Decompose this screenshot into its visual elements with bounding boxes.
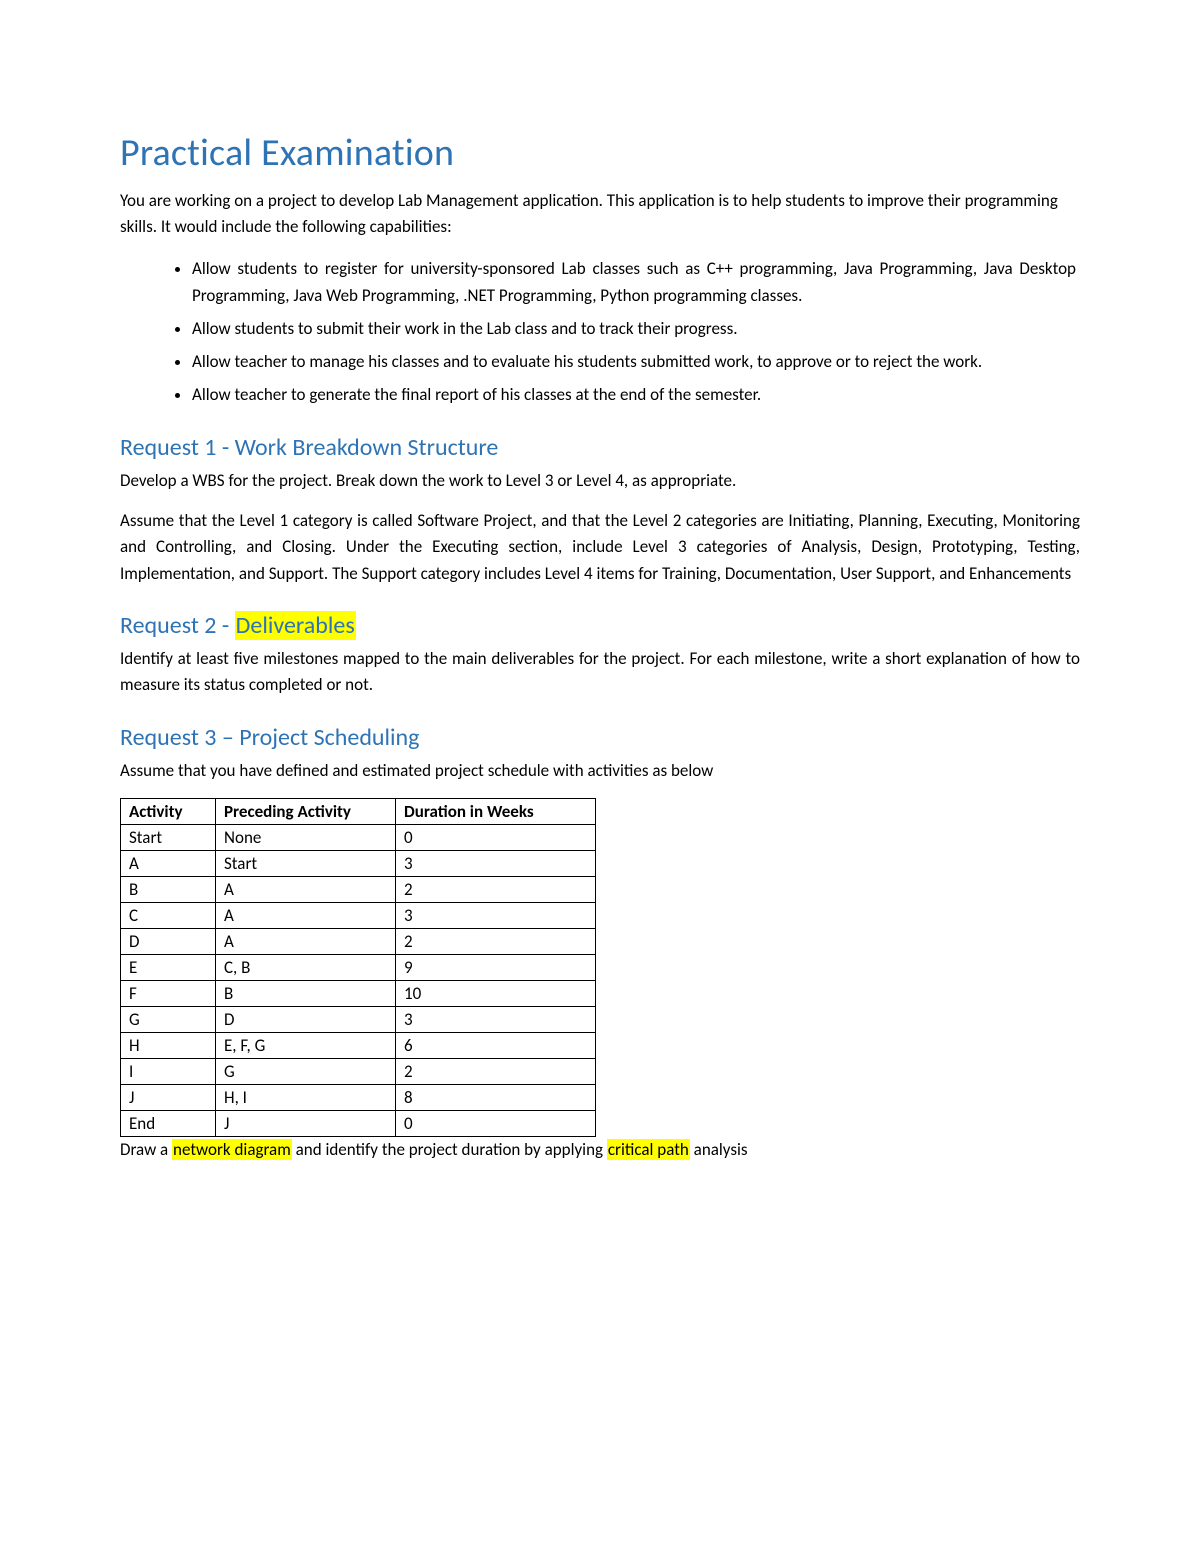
table-row: AStart3 [121,851,596,877]
list-item: Allow teacher to generate the final repo… [192,381,1080,408]
table-cell: 2 [396,1059,596,1085]
table-cell: G [216,1059,396,1085]
table-cell: I [121,1059,216,1085]
table-row: EndJ0 [121,1111,596,1137]
list-item: Allow teacher to manage his classes and … [192,348,1080,375]
table-row: DA2 [121,929,596,955]
table-cell: Start [121,825,216,851]
request1-p1: Develop a WBS for the project. Break dow… [120,468,1080,494]
document-page: Practical Examination You are working on… [0,0,1200,1553]
table-row: StartNone0 [121,825,596,851]
table-row: GD3 [121,1007,596,1033]
intro-paragraph: You are working on a project to develop … [120,188,1080,241]
request2-heading-prefix: Request 2 - [120,611,235,640]
table-cell: 2 [396,877,596,903]
request3-heading: Request 3 – Project Scheduling [120,723,1080,752]
table-cell: End [121,1111,216,1137]
table-row: IG2 [121,1059,596,1085]
table-cell: A [216,877,396,903]
col-preceding: Preceding Activity [216,799,396,825]
request2-heading: Request 2 - Deliverables [120,611,1080,640]
table-cell: F [121,981,216,1007]
capabilities-list: Allow students to register for universit… [120,255,1080,409]
table-cell: C [121,903,216,929]
request3-p1: Assume that you have defined and estimat… [120,758,1080,784]
page-title: Practical Examination [120,130,1080,176]
request3-after: Draw a network diagram and identify the … [120,1139,1080,1160]
table-cell: D [121,929,216,955]
after-highlight-1: network diagram [172,1139,292,1160]
table-row: FB10 [121,981,596,1007]
table-cell: 9 [396,955,596,981]
table-row: HE, F, G6 [121,1033,596,1059]
table-cell: A [216,929,396,955]
table-cell: 0 [396,1111,596,1137]
table-cell: J [216,1111,396,1137]
table-cell: 2 [396,929,596,955]
table-cell: 10 [396,981,596,1007]
table-cell: None [216,825,396,851]
table-cell: A [216,903,396,929]
table-row: BA2 [121,877,596,903]
col-activity: Activity [121,799,216,825]
after-prefix: Draw a [120,1139,172,1160]
table-row: CA3 [121,903,596,929]
request1-p2: Assume that the Level 1 category is call… [120,508,1080,587]
request2-heading-highlight: Deliverables [235,611,356,640]
table-cell: B [216,981,396,1007]
schedule-table: Activity Preceding Activity Duration in … [120,798,596,1137]
request2-p1: Identify at least five milestones mapped… [120,646,1080,699]
table-cell: A [121,851,216,877]
table-row: JH, I8 [121,1085,596,1111]
table-cell: D [216,1007,396,1033]
table-cell: 3 [396,1007,596,1033]
table-cell: E [121,955,216,981]
table-cell: H [121,1033,216,1059]
table-cell: 6 [396,1033,596,1059]
table-cell: 3 [396,903,596,929]
request1-heading: Request 1 - Work Breakdown Structure [120,433,1080,462]
table-cell: 3 [396,851,596,877]
table-cell: C, B [216,955,396,981]
table-cell: G [121,1007,216,1033]
after-suffix: analysis [690,1139,748,1160]
table-row: EC, B9 [121,955,596,981]
table-cell: H, I [216,1085,396,1111]
table-cell: 8 [396,1085,596,1111]
table-cell: Start [216,851,396,877]
table-cell: J [121,1085,216,1111]
table-header-row: Activity Preceding Activity Duration in … [121,799,596,825]
col-duration: Duration in Weeks [396,799,596,825]
list-item: Allow students to submit their work in t… [192,315,1080,342]
after-mid: and identify the project duration by app… [292,1139,607,1160]
after-highlight-2: critical path [607,1139,690,1160]
table-cell: 0 [396,825,596,851]
list-item: Allow students to register for universit… [192,255,1080,309]
table-cell: B [121,877,216,903]
table-cell: E, F, G [216,1033,396,1059]
